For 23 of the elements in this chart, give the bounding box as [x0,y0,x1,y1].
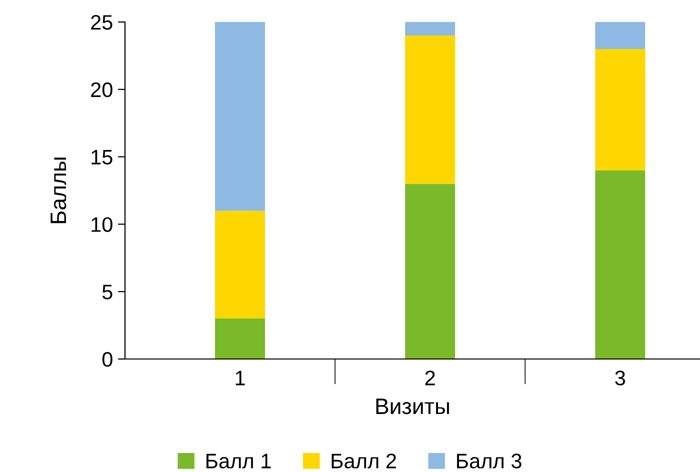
bar [405,35,456,184]
bar [215,22,265,211]
bar [215,318,265,359]
bar [405,184,456,359]
y-tick-label: 25 [91,15,112,30]
x-tick-label: 1 [236,370,245,386]
y-axis-title: Баллы [50,158,66,224]
legend-label: Балл 2 [332,454,396,468]
x-axis-title: Визиты [376,398,449,414]
y-tick-label: 0 [102,352,112,367]
x-tick-label: 2 [425,370,435,386]
bar [215,210,265,319]
legend-label: Балл 1 [206,454,271,468]
y-tick-label: 20 [91,82,112,98]
bar [405,22,456,36]
bar [595,170,646,359]
bar [595,48,646,170]
y-tick-label: 10 [92,217,112,232]
bar [595,22,646,49]
legend-label: Балл 3 [457,454,522,468]
y-tick-label: 15 [92,150,112,165]
y-tick-label: 5 [102,284,112,300]
x-tick-label: 3 [615,370,626,386]
